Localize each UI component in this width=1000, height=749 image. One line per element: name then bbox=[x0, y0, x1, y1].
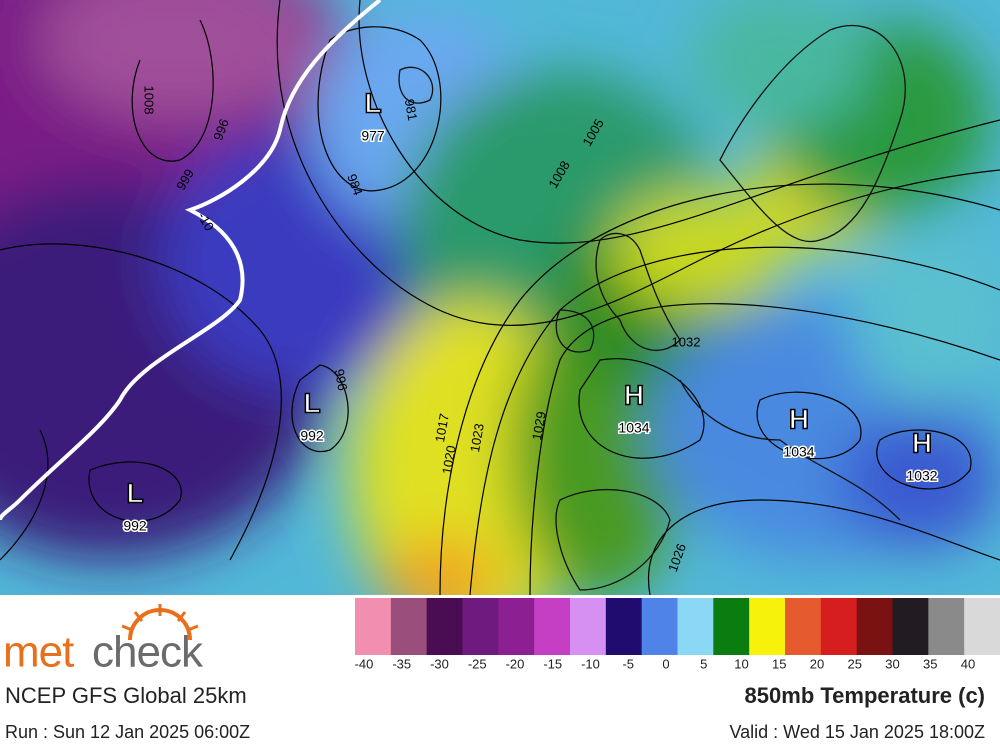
system-letter: H bbox=[624, 379, 644, 410]
legend-swatch bbox=[570, 598, 607, 655]
legend-label: 5 bbox=[700, 656, 707, 671]
system-pressure: 1034 bbox=[783, 444, 814, 460]
contour-label: 1008 bbox=[142, 86, 157, 115]
legend-swatch bbox=[498, 598, 535, 655]
system-pressure: 1034 bbox=[618, 420, 649, 436]
legend-label: -30 bbox=[430, 656, 449, 671]
contour-label: 1029 bbox=[529, 410, 549, 441]
contour-label: 996 bbox=[332, 368, 351, 392]
legend-label: -10 bbox=[581, 656, 600, 671]
legend-swatch bbox=[892, 598, 929, 655]
legend-swatch bbox=[605, 598, 643, 655]
contour-label: 996 bbox=[210, 117, 232, 143]
model: NCEP GFS Global 25km bbox=[5, 683, 247, 708]
brand-met: met bbox=[3, 628, 74, 677]
system-letter: H bbox=[789, 403, 809, 434]
run-time: Run : Sun 12 Jan 2025 06:00Z bbox=[5, 722, 250, 742]
system-letter: L bbox=[303, 387, 320, 418]
legend-swatch bbox=[462, 598, 499, 655]
legend: -40 -35 -30 -25 -20 -15 -10 -5 0 5 10 15 20 25 30 35 40 bbox=[355, 598, 1000, 671]
legend-label: -5 bbox=[622, 656, 634, 671]
valid-time: Valid : Wed 15 Jan 2025 18:00Z bbox=[729, 722, 985, 742]
system-pressure: 1032 bbox=[906, 468, 937, 484]
map bbox=[0, 0, 1000, 595]
legend-swatch bbox=[928, 598, 965, 655]
contour-label: 1020 bbox=[439, 444, 459, 475]
legend-label: 15 bbox=[772, 656, 786, 671]
legend-label: 10 bbox=[734, 656, 748, 671]
legend-label: 20 bbox=[810, 656, 824, 671]
legend-swatch bbox=[856, 598, 893, 655]
legend-label: -40 bbox=[355, 656, 374, 671]
system-letter: L bbox=[364, 87, 381, 118]
contour-label: 1023 bbox=[467, 422, 487, 453]
legend-swatch bbox=[534, 598, 571, 655]
legend-label: 30 bbox=[885, 656, 899, 671]
contour-label: 1017 bbox=[432, 412, 452, 443]
system-pressure: 977 bbox=[361, 128, 385, 144]
legend-label: -20 bbox=[506, 656, 525, 671]
contour-label: 981 bbox=[402, 98, 421, 122]
legend-label: 0 bbox=[662, 656, 669, 671]
legend-swatch bbox=[355, 598, 392, 655]
contour-label: 1032 bbox=[672, 334, 701, 349]
product-title: 850mb Temperature (c) bbox=[745, 683, 985, 708]
legend-label: -15 bbox=[543, 656, 562, 671]
legend-swatch bbox=[641, 598, 678, 655]
legend-label: 25 bbox=[848, 656, 862, 671]
contour-label: 984 bbox=[344, 172, 366, 198]
legend-label: -35 bbox=[392, 656, 411, 671]
legend-swatch bbox=[426, 598, 463, 655]
legend-swatch bbox=[390, 598, 428, 655]
system-pressure: 992 bbox=[300, 428, 324, 444]
legend-swatch bbox=[749, 598, 786, 655]
legend-label: 40 bbox=[961, 656, 975, 671]
legend-swatch bbox=[964, 598, 1000, 655]
system-letter: L bbox=[126, 477, 143, 508]
brand-check: check bbox=[92, 628, 204, 677]
legend-label: -25 bbox=[468, 656, 487, 671]
legend-swatch bbox=[677, 598, 714, 655]
legend-swatch bbox=[820, 598, 858, 655]
system-pressure: 992 bbox=[123, 518, 147, 534]
brand-sun bbox=[121, 604, 199, 641]
legend-swatch bbox=[713, 598, 750, 655]
system-letter: H bbox=[912, 427, 932, 458]
legend-label: 35 bbox=[923, 656, 937, 671]
legend-swatch bbox=[785, 598, 822, 655]
